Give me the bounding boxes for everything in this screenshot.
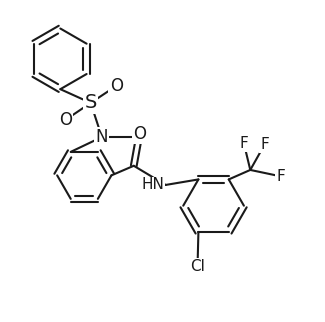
Text: F: F	[260, 137, 269, 152]
Text: O: O	[110, 77, 123, 95]
Text: F: F	[276, 169, 285, 184]
Text: N: N	[96, 128, 108, 146]
Text: F: F	[240, 136, 248, 151]
Text: S: S	[84, 93, 97, 112]
Text: O: O	[133, 125, 146, 143]
Text: HN: HN	[141, 177, 164, 193]
Text: Cl: Cl	[190, 260, 205, 274]
Text: O: O	[58, 111, 72, 129]
